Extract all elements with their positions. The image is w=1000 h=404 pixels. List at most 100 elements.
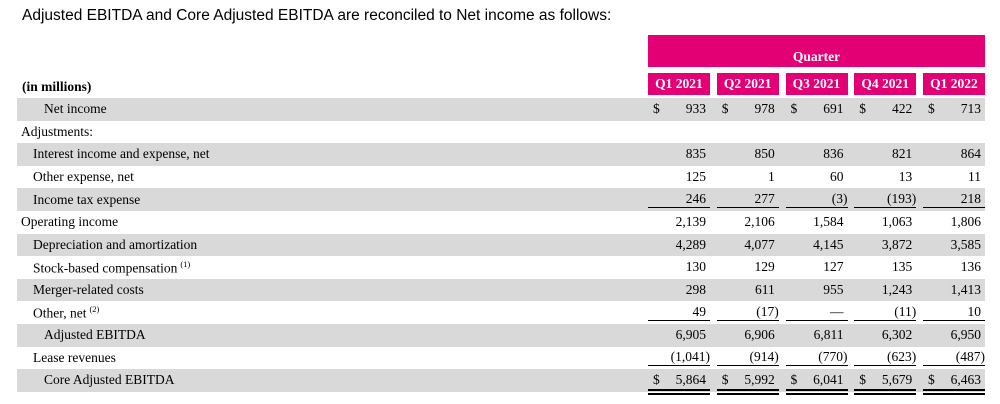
value-text: 611 [755,282,775,298]
value-cell: $978 [717,101,779,117]
row-values: 246 277 (3) (193) 218 [648,191,985,209]
value-text: (1,041) [670,349,710,365]
row-label-text: Net income [44,101,107,117]
column-header-q1-2022: Q1 2022 [923,73,985,95]
value-text: (770) [818,349,848,365]
row-label: Adjustments: [17,124,648,140]
value-text: 4,289 [675,236,706,252]
value-cell: 125 [648,169,710,185]
row-label-text: Operating income [21,214,119,230]
value-text: 11 [968,169,981,185]
value-cell: $691 [786,101,848,117]
row-label-text: Adjusted EBITDA [44,327,146,343]
value-cell: 49 [648,304,710,322]
value-text: 6,811 [813,327,844,343]
reconciliation-table: Quarter (in millions) Q1 2021 Q2 2021 Q3… [17,35,985,396]
value-cell: $422 [854,101,916,117]
table-body: Net income $933 $978 $691 $422 $713 Adjustment… [17,98,985,396]
value-text: 6,950 [950,327,981,343]
value-cell: (914) [716,349,779,367]
value-cell: 13 [854,169,916,185]
table-row: Income tax expense 246 277 (3) (193) 218 [17,188,985,211]
row-label-text: Stock-based compensation [33,260,178,276]
value-text: 422 [892,101,913,117]
row-label-text: Lease revenues [33,349,116,365]
value-cell: 277 [716,191,779,209]
row-label: Merger-related costs [17,282,648,298]
value-text: 691 [823,101,844,117]
row-label: Operating income [17,214,648,230]
value-text: 49 [692,304,707,320]
row-label-text: Core Adjusted EBITDA [44,372,175,388]
value-cell: 6,906 [717,327,779,343]
value-text: 1 [768,169,775,185]
dollar-sign: $ [790,372,798,388]
quarter-banner: Quarter [648,35,985,67]
value-cell: 1,806 [923,214,985,230]
row-label: Other, net (2) [17,304,648,322]
value-cell: 3,872 [854,237,916,253]
value-text: (623) [887,349,917,365]
value-text: 6,302 [881,327,913,343]
value-text: 127 [823,259,844,275]
value-cell: 955 [786,282,848,298]
value-cell: 6,905 [648,327,710,343]
value-cell: 4,289 [648,237,710,253]
value-text: 5,679 [881,372,913,388]
row-label: Stock-based compensation (1) [17,259,648,277]
value-text: 13 [898,169,913,185]
table-row: Interest income and expense, net 835 850 83… [17,143,985,166]
value-text: 6,906 [744,327,775,343]
value-cell: 136 [923,259,985,275]
row-label-text: Interest income and expense, net [33,146,210,162]
row-label-text: Depreciation and amortization [33,236,198,252]
value-text: 4,145 [813,236,844,252]
value-cell: 60 [786,169,848,185]
value-text: 5,992 [744,372,775,388]
value-cell: $6,463 [923,372,985,396]
value-cell: 1,063 [854,214,916,230]
row-values: $933 $978 $691 $422 $713 [648,101,985,117]
value-text: 836 [823,146,844,162]
row-label: Net income [17,101,648,117]
row-label: Core Adjusted EBITDA [17,372,648,388]
dollar-sign: $ [928,101,935,117]
row-values: (1,041) (914) (770) (623) (487) [648,349,985,367]
value-cell: 4,145 [786,237,848,253]
value-cell: 1,243 [854,282,916,298]
value-cell: 6,950 [923,327,985,343]
value-text: 3,872 [881,236,913,252]
row-label-text: Other, net [33,305,87,321]
row-values: 4,289 4,077 4,145 3,872 3,585 [648,237,985,253]
row-label: Depreciation and amortization [17,237,648,253]
table-row: Core Adjusted EBITDA $5,864 $5,992 $6,041 $5… [17,369,985,396]
value-text: (487) [955,349,985,365]
value-cell: 130 [648,259,710,275]
value-text: 277 [754,191,775,207]
value-cell: (1,041) [648,349,710,367]
value-cell: (11) [854,304,917,322]
value-cell: 864 [923,146,985,162]
value-cell: — [785,304,848,322]
table-row: Lease revenues (1,041) (914) (770) (623) (487… [17,347,985,370]
column-headers: Q1 2021 Q2 2021 Q3 2021 Q4 2021 Q1 2022 [648,73,985,95]
row-values: 49 (17) — (11) 10 [648,304,985,322]
column-header-q1-2021: Q1 2021 [648,73,710,95]
value-text: (914) [749,349,779,365]
value-cell: 1,584 [786,214,848,230]
value-cell: 298 [648,282,710,298]
row-label-text: Adjustments: [21,123,94,139]
value-cell: 611 [717,282,779,298]
value-text: 864 [960,146,981,162]
value-text: 218 [960,191,981,207]
units-label: (in millions) [22,79,92,94]
row-label: Interest income and expense, net [17,146,648,162]
column-header-q4-2021: Q4 2021 [854,73,917,95]
value-text: 1,063 [881,214,913,230]
dollar-sign: $ [653,101,660,117]
value-text: 125 [685,169,706,185]
value-text: 955 [823,282,844,298]
value-text: 6,041 [813,372,844,388]
value-cell: $933 [648,101,710,117]
table-row: Net income $933 $978 $691 $422 $713 [17,98,985,121]
